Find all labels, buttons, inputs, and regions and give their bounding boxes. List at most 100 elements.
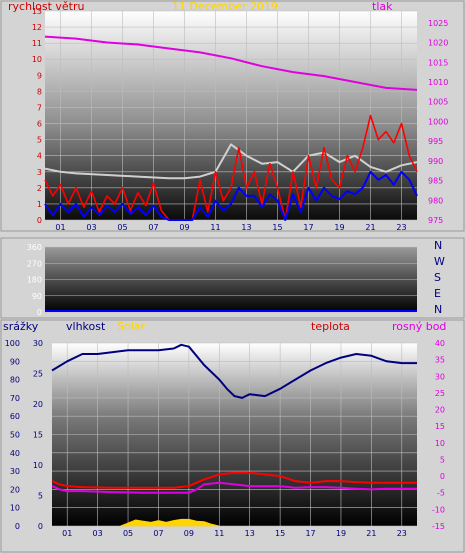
tick-label-x-axis: 07	[153, 529, 163, 538]
tick-label-right-axis: 1005	[428, 98, 448, 107]
tick-label-x-axis: 03	[86, 223, 96, 232]
tick-label-right-axis: 975	[428, 216, 443, 225]
tick-label-right-axis: 30	[435, 372, 445, 381]
direction-label-w: W	[434, 255, 445, 268]
tick-label-right-axis: 20	[435, 406, 445, 415]
tick-label-left_outer-axis: 40	[10, 449, 20, 458]
tick-label-x-axis: 03	[93, 529, 103, 538]
tick-label-left_inner-axis: 20	[33, 400, 43, 409]
tick-label-x-axis: 13	[241, 223, 251, 232]
tick-label-x-axis: 19	[336, 529, 346, 538]
tick-label-right-axis: 15	[435, 422, 445, 431]
series-line-series-3	[44, 170, 418, 221]
tick-label-x-axis: 15	[272, 223, 282, 232]
tick-label-left-axis: 3	[37, 168, 42, 177]
series-line-series-1	[44, 143, 418, 180]
tick-label-left_outer-axis: 90	[10, 357, 20, 366]
panel-top-frame	[0, 0, 465, 232]
tick-label-left_outer-axis: 60	[10, 412, 20, 421]
direction-label-s: S	[434, 271, 441, 284]
tick-label-right-axis: 980	[428, 196, 443, 205]
tick-label-left_inner-axis: 5	[38, 492, 43, 501]
tick-label-x-axis: 01	[55, 223, 65, 232]
tick-label-left-axis: 12	[32, 23, 42, 32]
tick-label-left_outer-axis: 20	[10, 485, 20, 494]
tick-label-x-axis: 23	[396, 223, 406, 232]
rain-label: srážky	[3, 320, 39, 333]
tick-label-x-axis: 21	[366, 529, 376, 538]
tick-label-x-axis: 11	[214, 529, 224, 538]
dew-point-label: rosný bod	[392, 320, 446, 333]
tick-label-x-axis: 13	[245, 529, 255, 538]
tick-label-right-axis: 1015	[428, 58, 448, 67]
tick-label-left-axis: 0	[37, 216, 42, 225]
tick-label-left-axis: 180	[27, 276, 42, 285]
tick-label-left_inner-axis: 10	[33, 461, 43, 470]
direction-label-n-bottom: N	[434, 303, 442, 316]
tick-label-x-axis: 11	[210, 223, 220, 232]
tick-label-right-axis: 1010	[428, 78, 448, 87]
tick-label-left-axis: 5	[37, 136, 42, 145]
tick-label-left-axis: 8	[37, 87, 42, 96]
tick-label-right-axis: 0	[440, 472, 445, 481]
tick-label-right-axis: -10	[432, 505, 445, 514]
tick-label-right-axis: 25	[435, 389, 445, 398]
direction-label-n-top: N	[434, 239, 442, 252]
wind-speed-label: rychlost větru	[8, 0, 84, 13]
date-title: 11 December 2019	[172, 0, 278, 13]
series-line-rosný-bod	[51, 481, 417, 494]
tick-label-left_outer-axis: 0	[15, 522, 20, 531]
tick-label-left-axis: 1	[37, 200, 42, 209]
tick-label-right-axis: 40	[435, 339, 445, 348]
tick-label-x-axis: 17	[303, 223, 313, 232]
solar-label: Solar	[117, 320, 146, 333]
tick-label-right-axis: 1000	[428, 117, 448, 126]
tick-label-right-axis: 985	[428, 177, 443, 186]
tick-label-x-axis: 09	[179, 223, 189, 232]
series-line-vlhkost	[51, 343, 417, 399]
direction-label-e: E	[434, 287, 441, 300]
tick-label-right-axis: 990	[428, 157, 443, 166]
tick-label-x-axis: 07	[148, 223, 158, 232]
tick-label-left-axis: 270	[27, 259, 42, 268]
tick-label-left_inner-axis: 0	[38, 522, 43, 531]
temperature-label: teplota	[311, 320, 350, 333]
tick-label-left_inner-axis: 30	[33, 339, 43, 348]
tick-label-right-axis: -15	[432, 522, 445, 531]
tick-label-x-axis: 05	[117, 223, 127, 232]
tick-label-right-axis: 995	[428, 137, 443, 146]
tick-label-left-axis: 13	[32, 7, 42, 16]
tick-label-right-axis: 1020	[428, 39, 448, 48]
tick-label-left_outer-axis: 10	[10, 504, 20, 513]
tick-label-x-axis: 01	[62, 529, 72, 538]
tick-label-right-axis: 10	[435, 439, 445, 448]
tick-label-left-axis: 2	[37, 184, 42, 193]
tick-label-x-axis: 21	[365, 223, 375, 232]
tick-label-left-axis: 360	[27, 243, 42, 252]
pressure-label: tlak	[372, 0, 393, 13]
tick-label-left-axis: 11	[32, 39, 42, 48]
tick-label-left_outer-axis: 100	[5, 339, 20, 348]
tick-label-x-axis: 23	[397, 529, 407, 538]
series-marks	[44, 35, 418, 527]
tick-label-left_inner-axis: 15	[33, 431, 43, 440]
tick-label-left_inner-axis: 25	[33, 370, 43, 379]
tick-label-x-axis: 05	[123, 529, 133, 538]
tick-label-left-axis: 9	[37, 71, 42, 80]
panel-bot-frame	[0, 319, 465, 553]
humidity-label: vlhkost	[66, 320, 106, 333]
tick-label-x-axis: 09	[184, 529, 194, 538]
tick-label-left_outer-axis: 80	[10, 376, 20, 385]
tick-label-left_outer-axis: 70	[10, 394, 20, 403]
tick-label-left-axis: 90	[32, 292, 42, 301]
tick-label-left_outer-axis: 50	[10, 431, 20, 440]
panel-mid-frame	[0, 237, 465, 319]
tick-label-left-axis: 7	[37, 103, 42, 112]
series-line-teplota	[51, 471, 417, 489]
tick-label-x-axis: 15	[275, 529, 285, 538]
tick-label-left-axis: 4	[37, 152, 42, 161]
tick-label-x-axis: 19	[334, 223, 344, 232]
tick-label-right-axis: 1025	[428, 19, 448, 28]
series-line-tlak	[44, 35, 418, 91]
